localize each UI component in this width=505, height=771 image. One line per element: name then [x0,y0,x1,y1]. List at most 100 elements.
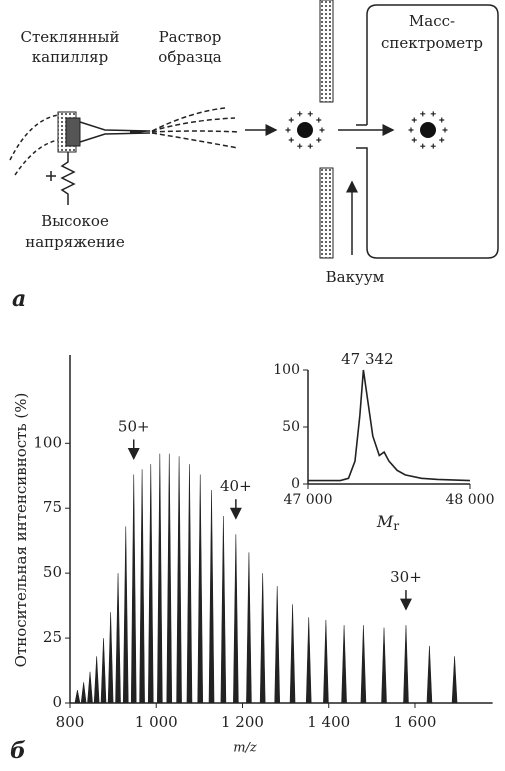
plus [307,143,313,149]
droplet [420,122,436,138]
peak [122,526,129,704]
peak [360,625,367,704]
annotation: 40+ [220,477,252,495]
charges [285,111,448,149]
peak [166,453,173,704]
peak [381,627,387,704]
plus [46,171,56,181]
plus [439,117,445,123]
y-tick-label: 75 [43,498,62,516]
label: спектрометр [381,34,483,52]
x-tick-label: 47 000 [284,492,333,508]
y-tick-label: 0 [291,476,300,492]
peak [93,656,100,704]
peak [246,552,252,704]
plus [316,137,322,143]
y-tick-label: 25 [43,628,62,646]
x-tick-label: 800 [56,713,85,731]
y-tick-label: 100 [273,362,300,378]
wire [9,114,59,176]
plus [288,117,294,123]
plus [411,117,417,123]
peak [130,474,137,704]
plus [319,127,325,133]
line [308,369,471,482]
plus [411,137,417,143]
peak [197,474,204,704]
peak [139,469,145,704]
y-tick-label: 50 [282,419,300,435]
peak [341,625,347,704]
peak [186,464,193,704]
y-tick-label: 100 [33,433,62,451]
x-tick-label: 1 400 [307,713,350,731]
y-tick-label: 50 [43,563,62,581]
label: напряжение [25,233,125,251]
plus [442,127,448,133]
peak [403,625,409,704]
peak [220,516,227,704]
label: капилляр [32,48,108,66]
panel-label: a [12,286,26,312]
spectrometer-box [356,4,499,259]
sample-tip [130,130,152,134]
plus [307,111,313,117]
plate [319,0,334,103]
annotation: 50+ [118,417,150,435]
peak [157,453,163,704]
peak [426,645,433,704]
label: Раствор [159,28,222,46]
plus [297,143,303,149]
diagram: Стеклянный капилляр Раствор образца Масс… [9,0,499,312]
peak [74,689,81,704]
holder [65,117,81,147]
peak [233,534,239,704]
x-tick-label: 1 000 [135,713,178,731]
peak [305,617,312,704]
x-tick-label: 1 200 [221,713,264,731]
peak [274,586,281,704]
x-tick-label: 1 600 [394,713,437,731]
x-tick-label: 48 000 [446,492,495,508]
annotation: 47 342 [341,350,394,368]
peak [87,671,93,704]
y-tick-label: 0 [52,693,62,711]
label: Вакуум [326,268,385,286]
peak [107,612,114,704]
plus [420,111,426,117]
plus [288,137,294,143]
plus [408,127,414,133]
label-main: M [376,512,394,531]
plus [439,137,445,143]
peak [100,638,107,704]
label-sub: r [393,519,399,533]
peak [259,573,266,704]
y-axis-label: Относительная интенсивность (%) [12,393,30,668]
peak [208,490,215,704]
plus [297,111,303,117]
peak [289,604,296,704]
label: Высокое [41,212,109,230]
spray [151,107,241,149]
label: Стеклянный [21,28,120,46]
x-axis-label: Mr [376,512,399,533]
peak [80,682,87,704]
peak [323,619,329,704]
panel-label: б [10,738,26,764]
droplet [297,122,313,138]
peak [451,656,458,704]
resistor [60,152,76,205]
peak [176,456,182,704]
peak [147,464,154,704]
plus [316,117,322,123]
label: Масс- [409,12,455,30]
label: образца [158,48,221,66]
annotation: 30+ [390,568,422,586]
plate [319,167,334,259]
plus [430,143,436,149]
x-axis-label: m/z [233,741,257,756]
peak [115,573,121,704]
plus [420,143,426,149]
